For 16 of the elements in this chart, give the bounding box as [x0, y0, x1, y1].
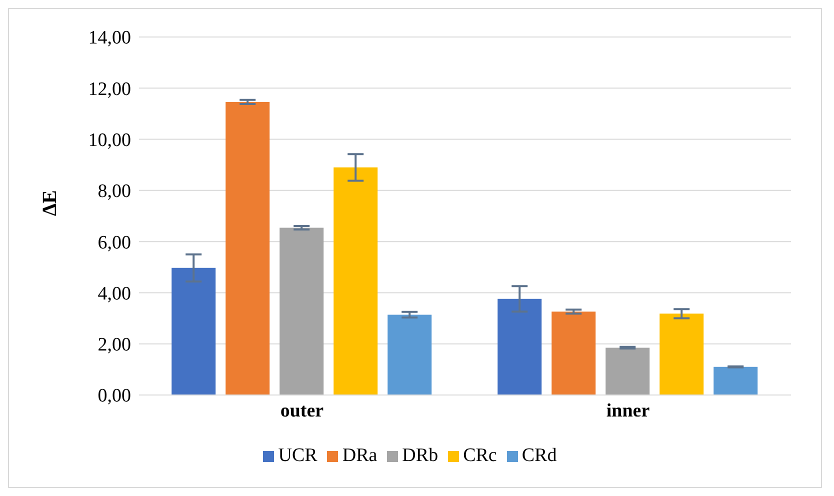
y-tick-label: 8,00 [98, 181, 131, 202]
legend-label: UCR [278, 445, 318, 466]
x-tick-label: inner [606, 400, 650, 422]
legend-label: CRc [463, 445, 497, 466]
y-tick-label: 0,00 [98, 386, 131, 407]
y-tick-label: 12,00 [88, 78, 131, 100]
x-tick-label: outer [280, 400, 324, 422]
legend-label: DRa [342, 445, 378, 466]
y-axis-title: ΔE [39, 190, 62, 216]
y-tick-label: 14,00 [88, 28, 131, 49]
legend-label: DRb [402, 445, 438, 466]
y-tick-label: 10,00 [88, 130, 131, 152]
legend-label: CRd [522, 445, 557, 466]
y-tick-label: 2,00 [98, 334, 131, 356]
y-tick-label: 4,00 [98, 283, 131, 304]
y-tick-label: 6,00 [98, 232, 131, 254]
